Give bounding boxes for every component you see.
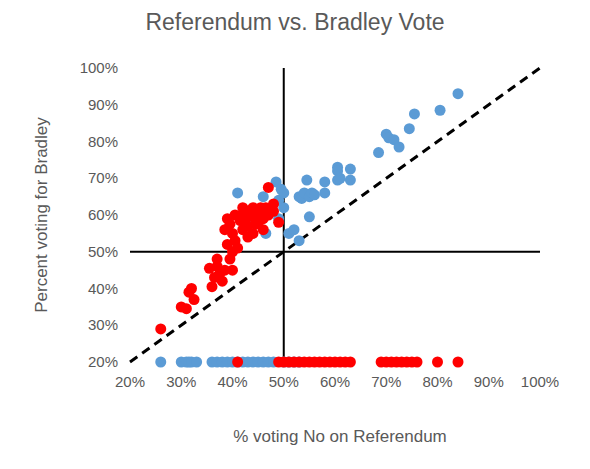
scatter-point <box>189 294 200 305</box>
scatter-point <box>453 88 464 99</box>
scatter-point <box>345 357 356 368</box>
scatter-point <box>186 283 197 294</box>
chart-container: Referendum vs. Bradley Vote % voting No o… <box>0 0 590 469</box>
x-tick-label: 60% <box>320 373 350 390</box>
scatter-point <box>409 108 420 119</box>
diagonal-reference-line <box>130 68 540 362</box>
scatter-point <box>248 211 259 222</box>
chart-title: Referendum vs. Bradley Vote <box>145 9 444 35</box>
scatter-point <box>404 123 415 134</box>
x-tick-label: 100% <box>521 373 559 390</box>
scatter-point <box>453 357 464 368</box>
scatter-point <box>319 187 330 198</box>
chart-svg: Referendum vs. Bradley Vote % voting No o… <box>0 0 590 469</box>
scatter-series <box>155 182 284 334</box>
scatter-series <box>232 357 463 368</box>
scatter-point <box>191 357 202 368</box>
x-tick-label: 80% <box>422 373 452 390</box>
scatter-series <box>155 357 304 368</box>
y-tick-label: 50% <box>88 243 118 260</box>
scatter-point <box>155 357 166 368</box>
y-tick-label: 100% <box>80 59 118 76</box>
scatter-point <box>412 357 423 368</box>
x-tick-label: 90% <box>474 373 504 390</box>
x-tick-label: 30% <box>166 373 196 390</box>
scatter-point <box>278 202 289 213</box>
scatter-point <box>301 175 312 186</box>
scatter-point <box>232 243 243 254</box>
scatter-point <box>232 357 243 368</box>
scatter-point <box>319 176 330 187</box>
y-tick-label: 90% <box>88 96 118 113</box>
scatter-point <box>345 175 356 186</box>
scatter-point <box>227 265 238 276</box>
scatter-point <box>289 224 300 235</box>
x-axis-label: % voting No on Referendum <box>233 427 447 446</box>
y-tick-label: 20% <box>88 353 118 370</box>
x-tick-label: 20% <box>115 373 145 390</box>
page: {"chart_data": { "type": "scatter", "tit… <box>0 0 590 469</box>
y-axis-label: Percent voting for Bradley <box>32 117 51 313</box>
scatter-point <box>394 142 405 153</box>
y-tick-label: 30% <box>88 316 118 333</box>
scatter-point <box>435 105 446 116</box>
scatter-point <box>181 303 192 314</box>
plot-area <box>130 68 540 368</box>
y-tick-label: 40% <box>88 280 118 297</box>
scatter-series <box>232 88 463 246</box>
scatter-point <box>232 187 243 198</box>
scatter-point <box>432 357 443 368</box>
scatter-point <box>268 198 279 209</box>
x-tick-label: 70% <box>371 373 401 390</box>
scatter-point <box>258 224 269 235</box>
scatter-point <box>345 164 356 175</box>
scatter-point <box>273 217 284 228</box>
scatter-point <box>242 232 253 243</box>
scatter-point <box>373 147 384 158</box>
scatter-point <box>155 323 166 334</box>
y-tick-label: 80% <box>88 133 118 150</box>
scatter-point <box>232 357 243 368</box>
scatter-point <box>217 276 228 287</box>
x-tick-label: 40% <box>217 373 247 390</box>
reference-line <box>130 251 540 253</box>
scatter-point <box>304 211 315 222</box>
scatter-point <box>309 189 320 200</box>
scatter-point <box>263 182 274 193</box>
y-tick-label: 70% <box>88 169 118 186</box>
y-tick-label: 60% <box>88 206 118 223</box>
scatter-point <box>294 235 305 246</box>
scatter-point <box>335 173 346 184</box>
x-tick-label: 50% <box>269 373 299 390</box>
reference-line <box>283 68 285 362</box>
scatter-point <box>278 187 289 198</box>
